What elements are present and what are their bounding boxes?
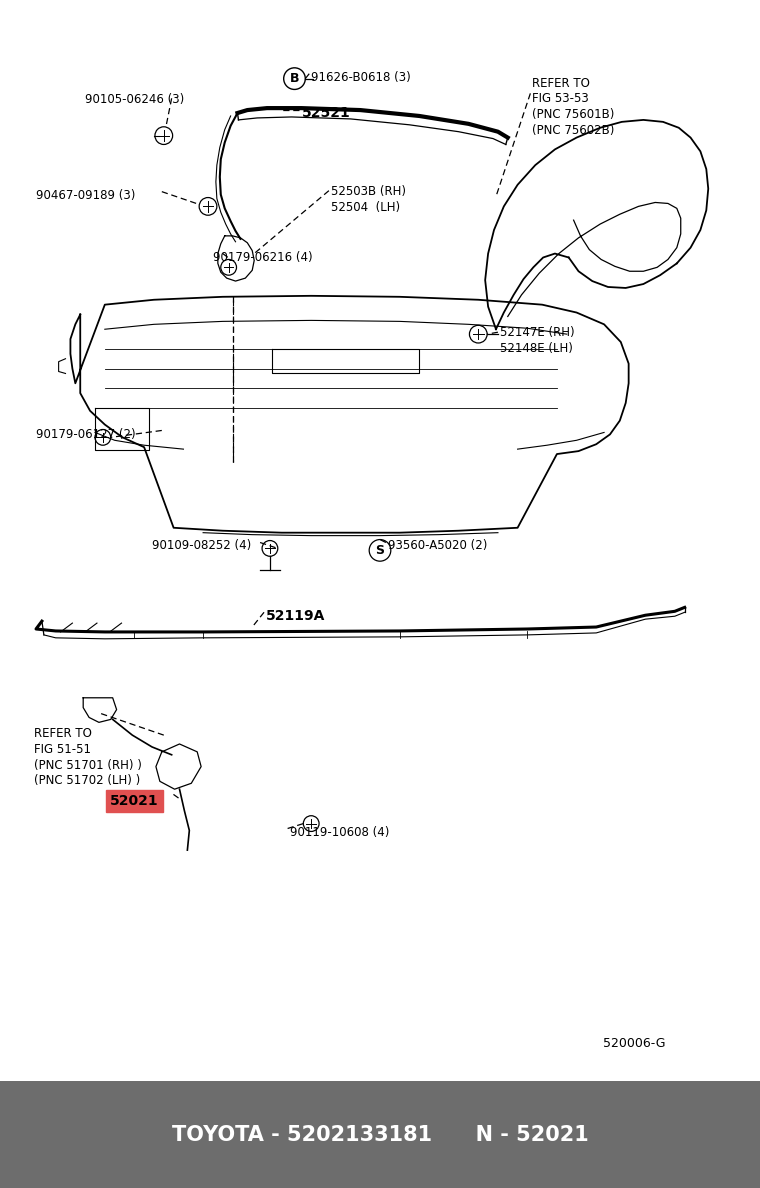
Text: (PNC 75602B): (PNC 75602B) (532, 124, 615, 137)
Text: B: B (290, 72, 299, 86)
Text: 90467-09189 (3): 90467-09189 (3) (36, 189, 135, 202)
Text: S: S (375, 544, 385, 557)
Text: 52147E (RH): 52147E (RH) (500, 327, 575, 340)
Text: 90105-06246 (3): 90105-06246 (3) (85, 94, 185, 107)
Text: 90179-06127 (2): 90179-06127 (2) (36, 428, 135, 441)
Text: (PNC 51702 (LH) ): (PNC 51702 (LH) ) (34, 775, 141, 788)
Text: 52521: 52521 (302, 106, 350, 120)
Text: 52021: 52021 (110, 794, 159, 808)
Text: FIG 53-53: FIG 53-53 (532, 93, 589, 106)
Text: REFER TO: REFER TO (34, 727, 92, 740)
Text: FIG 51-51: FIG 51-51 (34, 742, 91, 756)
Text: 52148E (LH): 52148E (LH) (500, 342, 573, 355)
Text: 52119A: 52119A (266, 609, 325, 624)
Text: 90119-10608 (4): 90119-10608 (4) (290, 826, 389, 839)
Text: 520006-G: 520006-G (603, 1037, 665, 1050)
Text: 52503B (RH): 52503B (RH) (331, 185, 406, 197)
Text: 93560-A5020 (2): 93560-A5020 (2) (388, 538, 487, 551)
Text: (PNC 51701 (RH) ): (PNC 51701 (RH) ) (34, 759, 142, 772)
Text: 91626-B0618 (3): 91626-B0618 (3) (311, 71, 411, 84)
Text: (PNC 75601B): (PNC 75601B) (532, 108, 615, 121)
Text: 52504  (LH): 52504 (LH) (331, 202, 400, 215)
Text: 90179-06216 (4): 90179-06216 (4) (213, 251, 312, 264)
Text: 90109-08252 (4): 90109-08252 (4) (152, 538, 252, 551)
Text: REFER TO: REFER TO (532, 77, 591, 89)
Text: TOYOTA - 5202133181      N - 52021: TOYOTA - 5202133181 N - 52021 (172, 1125, 588, 1144)
